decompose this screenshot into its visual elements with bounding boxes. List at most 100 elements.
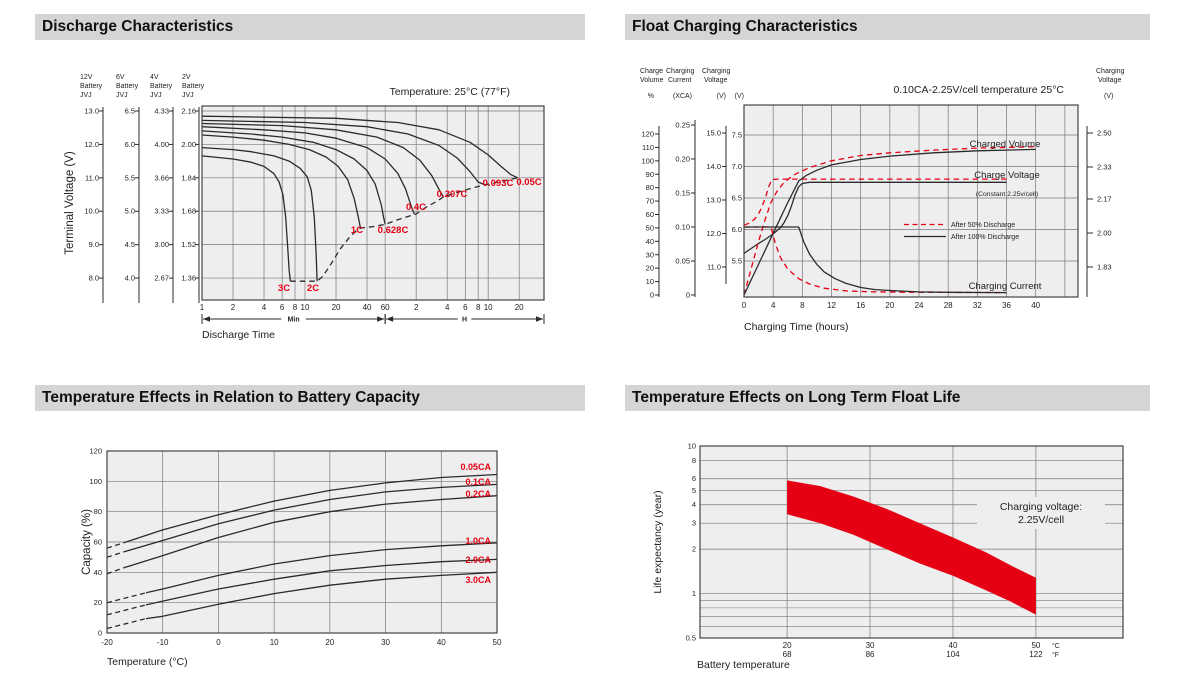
float-charging-text: 0.10CA-2.25V/cell temperature 25°C [893,84,1064,96]
float-life-x-tick-f: 104 [946,650,960,659]
discharge-y-tick: 1.84 [181,173,196,182]
discharge-y-tick: 8.0 [89,274,99,283]
panel-title-float-life: Temperature Effects on Long Term Float L… [625,385,1150,411]
float-charging-x-tick: 12 [827,301,836,310]
capacity-temperature-x-tick: 0 [216,638,221,647]
float-charging-text: Current [668,77,691,84]
discharge-text: JVJ [116,92,128,99]
float-charging-y-tick: 7.5 [732,131,742,140]
discharge-y-axis-3: 2.16 2.00 1.84 1.68 1.52 1.36 [181,107,200,303]
float-charging-y-tick: 10 [646,277,654,286]
float-charging-y-tick: 40 [646,237,654,246]
discharge-y-axis-0: 13.0 12.0 11.0 10.0 9.0 8.0 [84,107,104,303]
capacity-temperature-x-tick: 20 [325,638,334,647]
discharge-series-0.4C [201,126,415,215]
discharge-y-tick: 2.00 [181,140,196,149]
float-charging-text: % [648,93,654,100]
float-charging-text: Charging [666,68,695,75]
discharge-x-tick: 2 [231,303,236,312]
float-charging-label-Charged Volume: Charged Volume [970,139,1041,150]
discharge-text: 6V [116,74,125,81]
float-charging-y-tick: 60 [646,210,654,219]
discharge-label-3C: 3C [278,283,290,294]
capacity-temperature-grid [107,451,497,633]
discharge-series-0.05C [201,115,518,179]
discharge-text: 2V [182,74,191,81]
float-charging-y-tick: 120 [641,130,654,139]
discharge-x-tick: 8 [476,303,481,312]
discharge-text: 12V [80,74,93,81]
float-life-annotation: 2.25V/cell [1018,514,1064,526]
discharge-y-tick: 2.16 [181,107,196,116]
discharge-y-tick: 4.5 [125,240,135,249]
float-life-plot-border [699,445,1124,639]
capacity-temperature-series-0.1CA [123,483,498,553]
float-charging-text: Charging [702,68,731,75]
float-charging-y-tick: 6.5 [732,194,742,203]
capacity-temperature-plot-border [106,450,498,634]
discharge-y-tick: 4.00 [154,140,169,149]
discharge-text: Battery [182,83,205,90]
float-charging-y-tick: 70 [646,197,654,206]
float-life-y-tick: 2 [692,545,696,554]
float-charging-y-tick: 0 [686,291,690,300]
float-charging-x-tick: 16 [856,301,865,310]
float-life-annotation-bg [977,497,1105,529]
float-charging-chart: Charged Volume Charge Voltage (Constant 2.… [640,68,1125,333]
discharge-text: JVJ [150,92,162,99]
float-charging-series-charging-current-after-50 [744,226,1007,294]
discharge-plot-border [201,105,545,301]
float-charging-text: Volume [640,77,663,84]
float-life-x-tick-f: 86 [866,650,875,659]
discharge-y-tick: 12.0 [84,140,99,149]
float-life-x-tick: 20 [783,641,792,650]
discharge-x-tick: 6 [463,303,468,312]
discharge-series-0.093C [201,119,486,186]
capacity-temperature-series-2.0CA [145,558,498,606]
float-charging-y-tick: 0.05 [675,257,690,266]
float-charging-y-tick: 6.0 [732,225,742,234]
float-life-text: Life expectancy (year) [652,490,664,593]
capacity-temperature-y-tick: 120 [89,447,102,456]
capacity-temperature-chart: 0.05CA0.1CA0.2CA1.0CA2.0CA3.0CA120100806… [81,447,502,669]
float-charging-label-Charge Voltage: Charge Voltage [974,170,1040,181]
discharge-x-tick: 20 [515,303,524,312]
float-life-x-tick: 40 [949,641,958,650]
capacity-temperature-y-tick: 80 [94,507,102,516]
discharge-y-tick: 11.0 [85,173,99,182]
discharge-series-cutoff-voltage [290,177,518,282]
discharge-text: JVJ [80,92,92,99]
discharge-text: Discharge Time [202,329,275,341]
float-charging-text: (V) [1104,93,1113,100]
capacity-temperature-y-tick: 100 [89,477,102,486]
capacity-temperature-label-0.05CA: 0.05CA [460,462,491,472]
float-charging-y-axis-4: 2.50 2.33 2.17 2.00 1.83 [1086,126,1112,297]
discharge-text: Terminal Voltage (V) [64,151,76,255]
discharge-label-0.093C: 0.093C [483,178,514,189]
float-life-y-tick: 4 [692,500,696,509]
float-charging-text: (V) [717,93,726,100]
panel-title-capacity-temperature: Temperature Effects in Relation to Batte… [35,385,585,411]
capacity-temperature-label-0.1CA: 0.1CA [465,477,491,487]
float-life-y-axis-0: 10 8 6 5 4 3 2 1 0.5 [686,442,696,643]
float-charging-y-tick: 2.00 [1097,229,1112,238]
float-charging-x-tick: 40 [1031,301,1040,310]
float-charging-y-tick: 0.20 [675,155,690,164]
float-charging-y-axis-1: 0.25 0.20 0.15 0.10 0.05 0 [675,120,696,300]
capacity-temperature-y-tick: 40 [94,568,102,577]
discharge-x-tick: 4 [262,303,267,312]
discharge-label-0.207C: 0.207C [437,189,468,200]
capacity-temperature-x-tick: 30 [381,638,390,647]
capacity-temperature-x-tick: 10 [270,638,279,647]
float-charging-y-tick: 80 [646,183,654,192]
discharge-x-tick: 60 [381,303,390,312]
float-charging-y-tick: 0.15 [675,189,690,198]
float-charging-text: Charging [1096,68,1125,75]
float-charging-x-tick: 8 [800,301,805,310]
discharge-x-tick: 4 [445,303,450,312]
discharge-x-tick: 8 [293,303,298,312]
float-life-x-tick: 50 [1031,641,1040,650]
float-life-text: °F [1052,651,1059,659]
discharge-x-tick: 40 [363,303,372,312]
